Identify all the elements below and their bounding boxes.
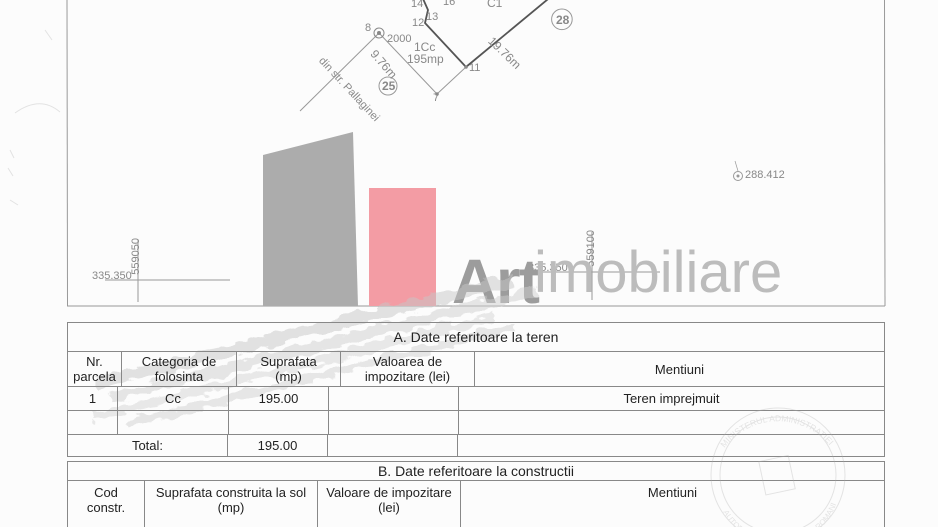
svg-text:MINISTERUL ADMINISTRATIEI: MINISTERUL ADMINISTRATIEI <box>718 413 836 449</box>
